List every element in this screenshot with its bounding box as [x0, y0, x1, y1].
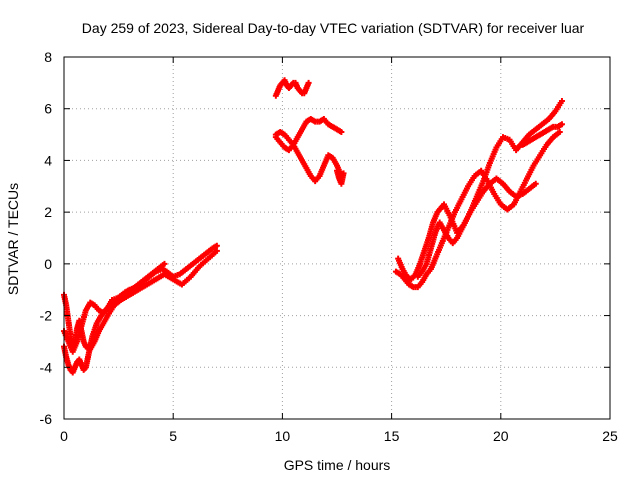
- series-trace-f: [272, 116, 345, 154]
- x-tick-label: 20: [493, 428, 509, 444]
- series-trace-d: [272, 77, 312, 99]
- y-tick-label: 4: [44, 152, 52, 168]
- y-tick-label: 0: [44, 256, 52, 272]
- axis-ticks: 0 5 10 15 20 25 -6 -4 -2 0 2 4 6 8: [40, 49, 618, 444]
- x-tick-label: 15: [384, 428, 400, 444]
- x-tick-label: 0: [60, 428, 68, 444]
- data-point: [161, 260, 168, 267]
- chart-title: Day 259 of 2023, Sidereal Day-to-day VTE…: [82, 20, 585, 36]
- data-point: [558, 97, 565, 104]
- x-tick-label: 25: [602, 428, 618, 444]
- series-trace-h: [392, 128, 563, 291]
- data-points: [61, 77, 565, 376]
- data-point: [305, 79, 312, 86]
- grid: [64, 57, 610, 419]
- data-point: [558, 121, 565, 128]
- plot-frame: [63, 56, 611, 420]
- y-tick-label: -4: [40, 359, 53, 375]
- data-point: [213, 242, 220, 249]
- data-point: [532, 180, 539, 187]
- y-tick-label: -6: [40, 411, 53, 427]
- x-axis-label: GPS time / hours: [284, 457, 391, 473]
- series-trace-i: [395, 97, 565, 283]
- series-trace-g: [334, 167, 347, 187]
- y-tick-label: 2: [44, 204, 52, 220]
- y-axis-label: SDTVAR / TECUs: [5, 183, 21, 295]
- y-tick-label: 6: [44, 101, 52, 117]
- series-trace-c: [61, 260, 168, 355]
- data-point: [556, 128, 563, 135]
- series-trace-k: [519, 121, 565, 148]
- y-tick-label: -2: [40, 308, 53, 324]
- data-point: [340, 170, 347, 177]
- x-tick-label: 10: [275, 428, 291, 444]
- series-trace-j: [414, 175, 539, 280]
- data-point: [338, 128, 345, 135]
- y-tick-label: 8: [44, 49, 52, 65]
- data-point: [213, 247, 220, 254]
- series-trace-e: [272, 128, 345, 185]
- x-tick-label: 5: [169, 428, 177, 444]
